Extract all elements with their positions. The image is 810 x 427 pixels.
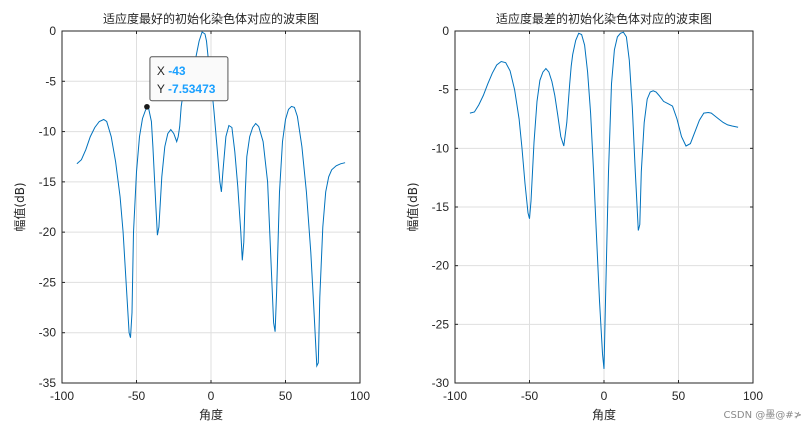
datatip-y-row: Y -7.53473	[157, 82, 216, 96]
y-tick-label: 0	[442, 24, 449, 38]
chart-title: 适应度最好的初始化染色体对应的波束图	[103, 11, 319, 26]
y-tick-label: -20	[432, 259, 450, 273]
x-tick-label: 50	[672, 389, 686, 403]
y-tick-label: -15	[432, 200, 450, 214]
x-tick-label: -100	[50, 389, 74, 403]
csdn-watermark: CSDN @墨@#≯	[723, 410, 802, 421]
x-axis-label: 角度	[592, 407, 616, 422]
datatip[interactable]: X -43 Y -7.53473	[144, 56, 229, 110]
datatip-marker	[144, 103, 150, 110]
y-tick-label: -10	[432, 141, 450, 155]
y-tick-label: -20	[39, 225, 57, 239]
x-tick-label: 50	[279, 389, 293, 403]
x-tick-label: 0	[601, 389, 608, 403]
x-tick-label: -50	[521, 389, 539, 403]
x-tick-label: 0	[208, 389, 215, 403]
chart-2: -100 -50 0 50 100 0 -5 -10 -15 -20 -25 -30 适应度最差的初始化…	[405, 11, 763, 422]
y-tick-label: -10	[39, 125, 57, 139]
y-tick-label: -5	[45, 74, 56, 88]
x-tick-label: -100	[443, 389, 467, 403]
y-tick-label: -35	[39, 376, 57, 390]
y-tick-label: -5	[438, 83, 449, 97]
y-tick-label: -25	[432, 317, 450, 331]
y-tick-label: -15	[39, 175, 57, 189]
y-axis-label: 幅值(dB)	[405, 182, 420, 231]
y-tick-label: -30	[432, 376, 450, 390]
y-axis-label: 幅值(dB)	[12, 182, 27, 231]
y-tick-label: 0	[49, 24, 56, 38]
series-line	[469, 31, 739, 369]
chart-title: 适应度最差的初始化染色体对应的波束图	[496, 11, 712, 26]
y-tick-label: -30	[39, 326, 57, 340]
x-axis-label: 角度	[199, 407, 223, 422]
datatip-box	[149, 56, 229, 102]
x-tick-label: 100	[350, 389, 370, 403]
datatip-x-row: X -43	[157, 64, 186, 78]
x-tick-label: -50	[128, 389, 146, 403]
series-line	[76, 31, 346, 368]
y-tick-label: -25	[39, 275, 57, 289]
chart-1: -100 -50 0 50 100 0 -5 -10 -15 -20 -25 -30 -35 适应度最好的…	[12, 11, 370, 422]
x-tick-label: 100	[743, 389, 763, 403]
